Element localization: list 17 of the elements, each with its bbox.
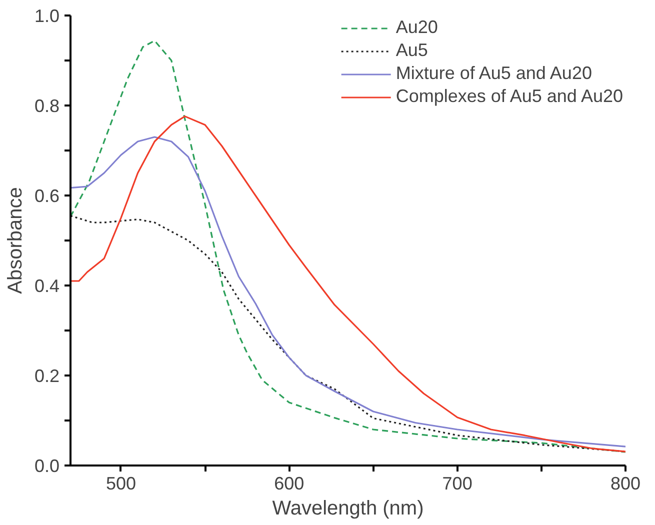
x-axis-title: Wavelength (nm) xyxy=(272,498,424,520)
x-tick-label: 800 xyxy=(610,474,641,494)
legend-label: Complexes of Au5 and Au20 xyxy=(396,86,623,107)
legend-label: Au20 xyxy=(396,17,438,38)
x-tick-label: 600 xyxy=(274,474,304,494)
y-axis-title: Absorbance xyxy=(4,187,26,294)
x-tick-label: 500 xyxy=(106,474,136,494)
legend-label: Au5 xyxy=(396,40,428,61)
y-tick-label: 0.4 xyxy=(34,276,60,296)
text: 1.0 xyxy=(34,6,60,26)
x-tick-label: 700 xyxy=(442,474,472,494)
y-tick-label: 0.6 xyxy=(34,186,60,206)
y-tick-label: 0.8 xyxy=(34,96,60,116)
y-tick-label: 0.2 xyxy=(34,366,60,386)
line-series xyxy=(70,40,626,453)
legend-label: Mixture of Au5 and Au20 xyxy=(396,63,592,84)
text: 0.0 xyxy=(34,456,60,476)
